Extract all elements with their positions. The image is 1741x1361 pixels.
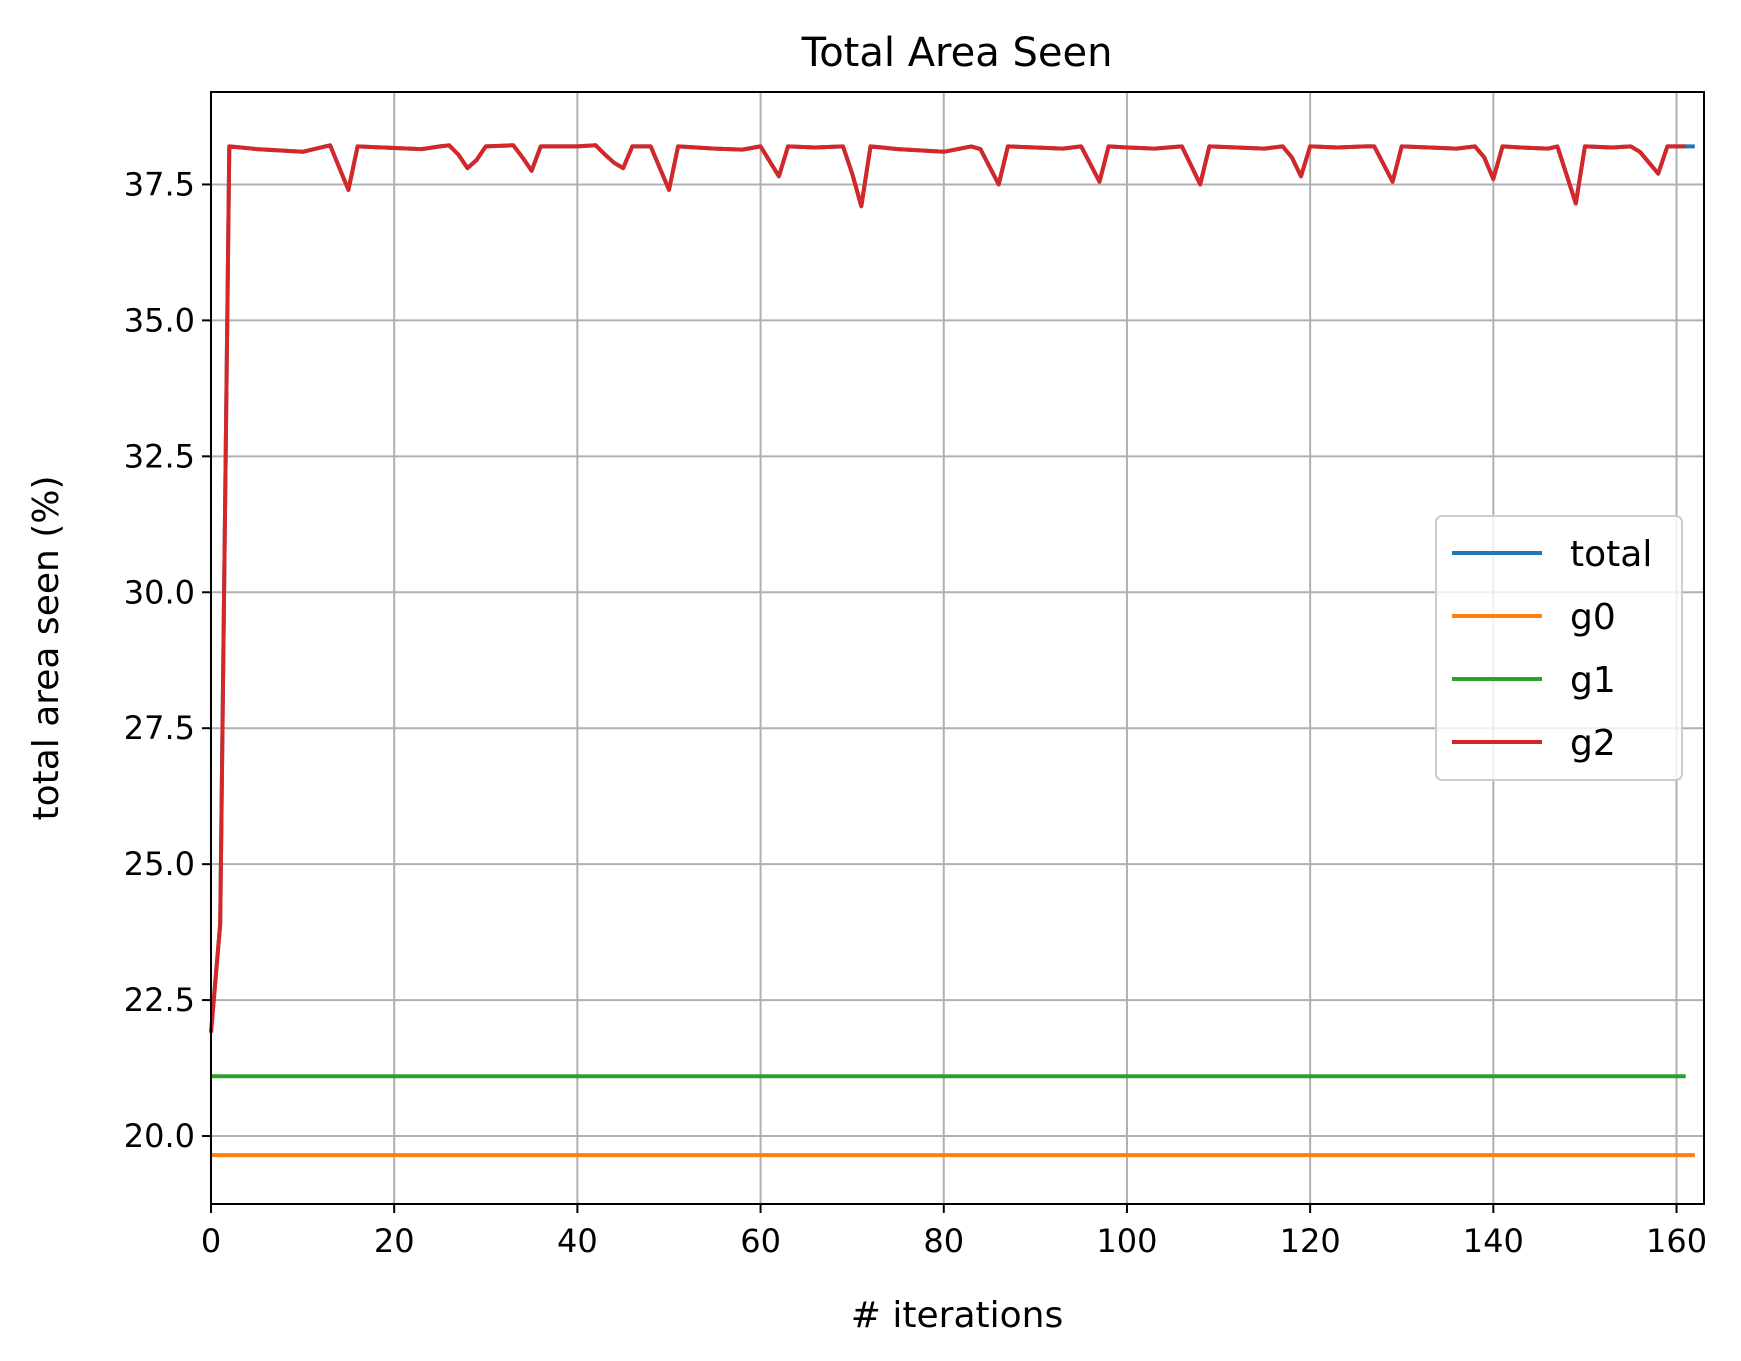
y-tick-label: 37.5 bbox=[124, 165, 195, 203]
chart-title: Total Area Seen bbox=[801, 30, 1113, 76]
plot-frame bbox=[210, 91, 1705, 1205]
x-tick-label: 40 bbox=[557, 1222, 598, 1260]
y-axis-ticks: 20.0 22.5 25.0 27.5 30.0 32.5 35.0 37.5 bbox=[124, 165, 211, 1155]
y-tick-label: 22.5 bbox=[124, 981, 195, 1019]
y-tick-label: 35.0 bbox=[124, 301, 195, 339]
legend-label-g2: g2 bbox=[1570, 723, 1616, 764]
x-tick-label: 100 bbox=[1096, 1222, 1157, 1260]
y-tick-label: 27.5 bbox=[124, 709, 195, 747]
x-axis-ticks: 0 20 40 60 80 100 120 140 160 bbox=[201, 1204, 1707, 1260]
legend: total g0 g1 g2 bbox=[1435, 515, 1683, 781]
y-axis-label: total area seen (%) bbox=[26, 475, 67, 820]
y-tick-label: 30.0 bbox=[124, 573, 195, 611]
x-axis-label: # iterations bbox=[851, 1295, 1063, 1336]
x-tick-label: 140 bbox=[1463, 1222, 1524, 1260]
x-tick-label: 20 bbox=[374, 1222, 415, 1260]
x-tick-label: 120 bbox=[1280, 1222, 1341, 1260]
x-tick-label: 60 bbox=[740, 1222, 781, 1260]
y-tick-label: 25.0 bbox=[124, 845, 195, 883]
x-tick-label: 80 bbox=[923, 1222, 964, 1260]
legend-label-g1: g1 bbox=[1570, 660, 1616, 701]
x-tick-label: 0 bbox=[201, 1222, 221, 1260]
series-lines bbox=[209, 143, 1695, 1158]
y-tick-label: 32.5 bbox=[124, 437, 195, 475]
series-line-g2 bbox=[209, 143, 1686, 1033]
x-tick-label: 160 bbox=[1646, 1222, 1707, 1260]
legend-box bbox=[1435, 515, 1683, 781]
legend-label-total: total bbox=[1570, 534, 1652, 575]
y-tick-label: 20.0 bbox=[124, 1117, 195, 1155]
legend-label-g0: g0 bbox=[1570, 597, 1616, 638]
